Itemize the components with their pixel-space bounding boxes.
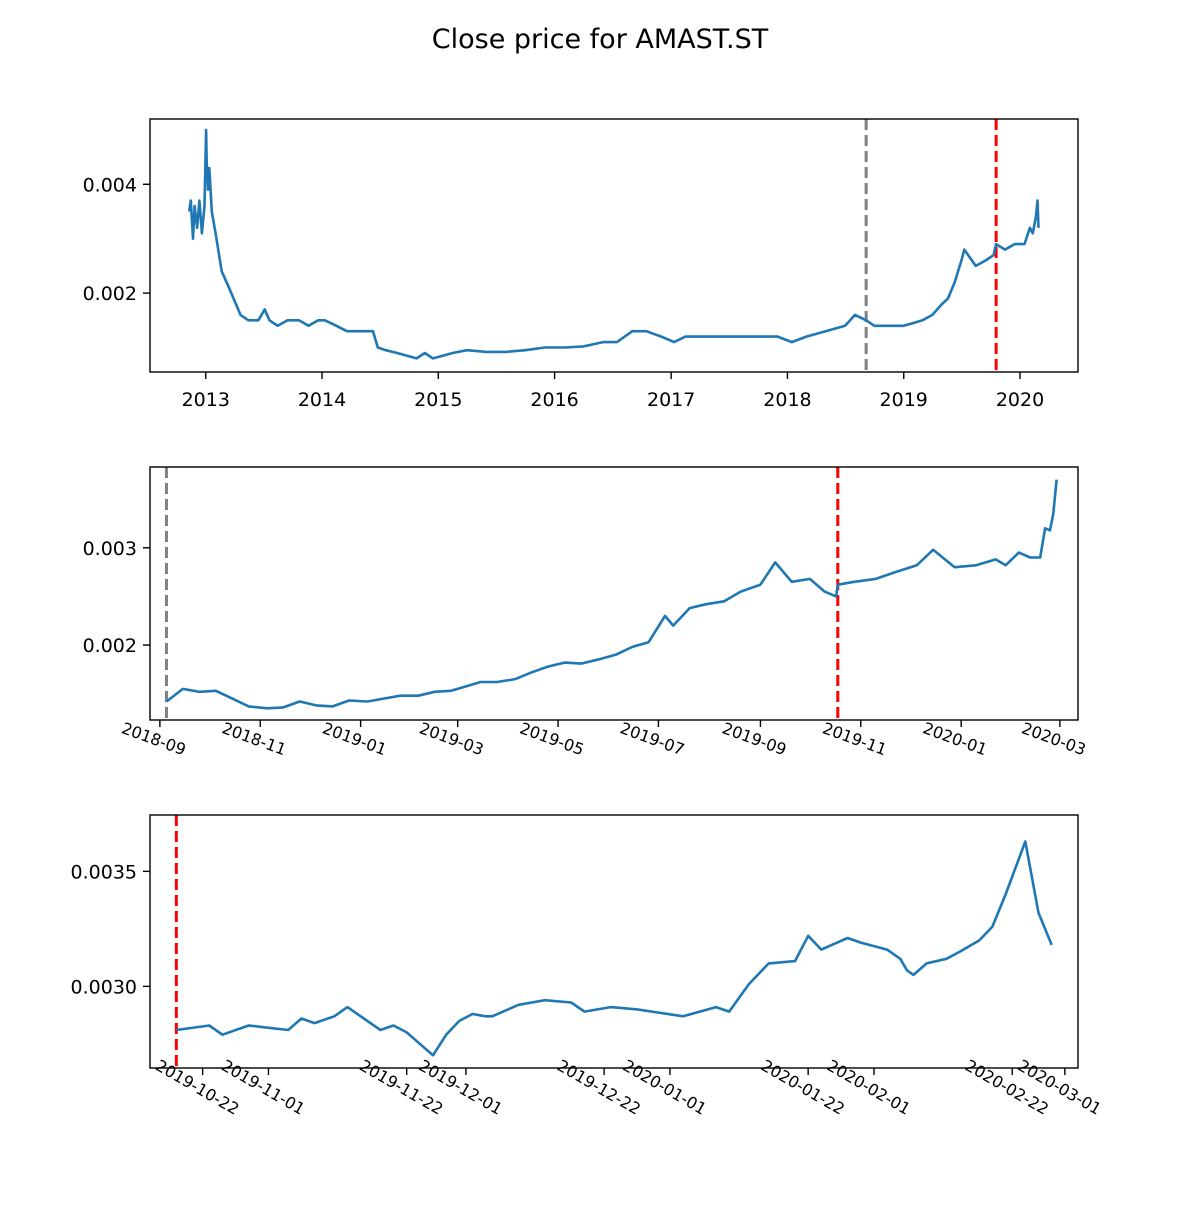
axes-frame	[149, 118, 1079, 373]
x-tick-label: 2014	[298, 389, 346, 411]
x-tick-label: 2017	[647, 389, 695, 411]
series-line	[187, 128, 1040, 360]
series-line	[176, 840, 1053, 1057]
y-tick-label: 0.002	[83, 635, 137, 657]
x-tick-label: 2015	[414, 389, 462, 411]
panel-full-history: 2013 2014 2015 2016 2017 2018 2019 2020 0.002 0.0…	[83, 118, 1079, 411]
axes-frame	[149, 466, 1079, 721]
x-tick-label: 2019	[880, 389, 928, 411]
axes-frame	[149, 814, 1079, 1069]
y-tick-label: 0.003	[83, 538, 137, 560]
x-tick-label: 2013	[182, 389, 230, 411]
y-tick-label: 0.0035	[71, 861, 137, 883]
chart-title: Close price for AMAST.ST	[432, 24, 769, 55]
y-tick-label: 0.002	[83, 283, 137, 305]
y-tick-label: 0.0030	[71, 976, 137, 998]
x-tick-label: 2020	[996, 389, 1044, 411]
x-tick-label: 2018	[763, 389, 811, 411]
series-line	[165, 479, 1058, 710]
x-tick-label: 2016	[530, 389, 578, 411]
y-tick-label: 0.004	[83, 174, 137, 196]
